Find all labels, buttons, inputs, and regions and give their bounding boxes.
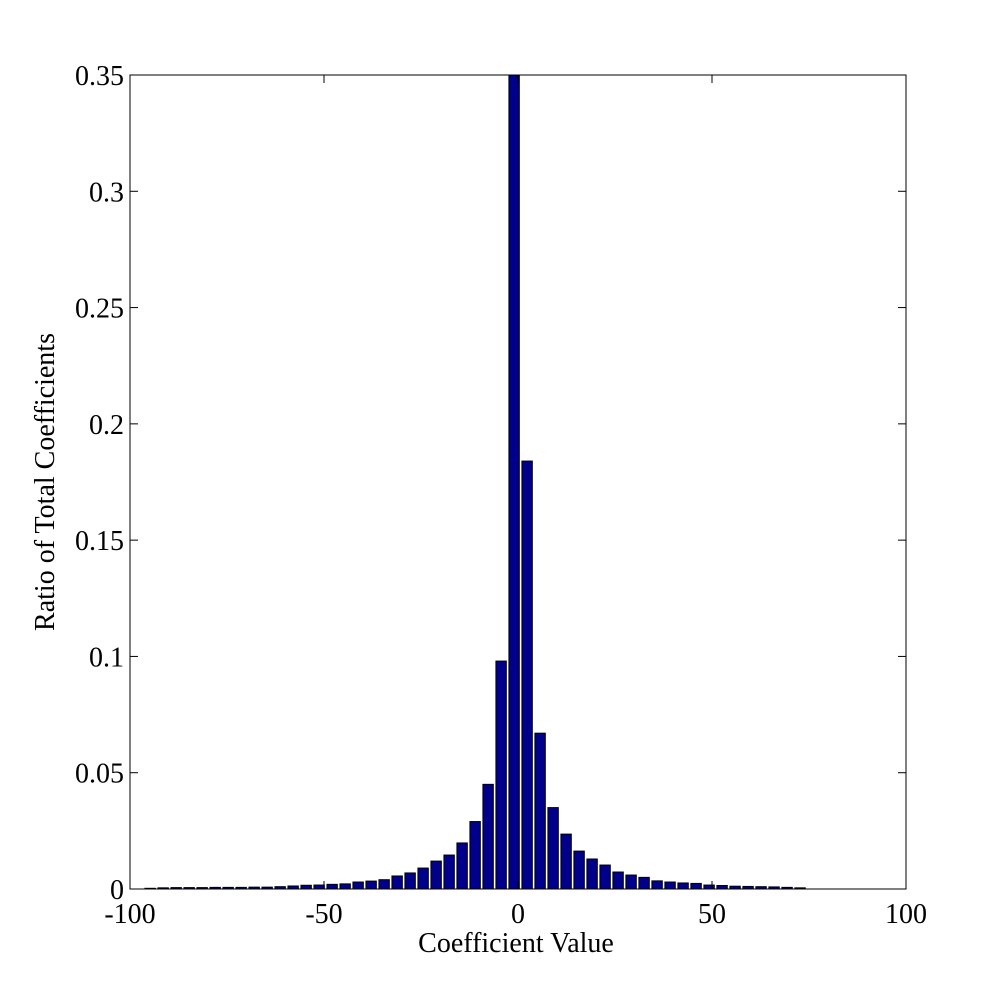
bar [599, 864, 611, 890]
bar [560, 833, 572, 890]
bar [521, 460, 533, 890]
y-tick-label: 0.2 [89, 410, 124, 441]
bar [326, 883, 338, 890]
bar [586, 858, 598, 890]
bar [638, 876, 650, 890]
y-tick-label: 0.35 [75, 61, 124, 92]
x-tick-label: -100 [104, 899, 155, 930]
x-tick-label: 100 [885, 899, 927, 930]
y-axis-label: Ratio of Total Coefficients [30, 333, 61, 631]
bar [625, 874, 637, 890]
x-axis-label: Coefficient Value [418, 928, 614, 959]
y-tick-label: 0.1 [89, 642, 124, 673]
bar [456, 842, 468, 890]
bar [612, 871, 624, 890]
bar [495, 660, 507, 890]
bar [378, 879, 390, 890]
y-tick-label: 0.3 [89, 177, 124, 208]
bar [443, 854, 455, 890]
bar [534, 732, 546, 890]
x-tick-label: 50 [698, 899, 726, 930]
bar [339, 883, 351, 890]
bar [573, 850, 585, 890]
y-tick-label: 0.05 [75, 759, 124, 790]
bar [404, 872, 416, 890]
bar [417, 867, 429, 890]
y-tick-label: 0 [110, 875, 124, 906]
bar [469, 821, 481, 890]
bar [703, 884, 715, 890]
bar [547, 807, 559, 890]
bar [365, 880, 377, 890]
bar [391, 875, 403, 890]
y-tick-label: 0.15 [75, 526, 124, 557]
x-tick-label: -50 [305, 899, 342, 930]
bar [508, 74, 520, 890]
bar [677, 882, 689, 890]
bar [664, 881, 676, 890]
bar [313, 884, 325, 890]
bar [651, 880, 663, 890]
y-tick-label: 0.25 [75, 294, 124, 325]
bar [482, 783, 494, 890]
bar [690, 882, 702, 890]
bar [716, 885, 728, 890]
bar [352, 881, 364, 890]
bar [300, 884, 312, 890]
x-tick-label: 0 [511, 899, 525, 930]
bar [430, 860, 442, 890]
